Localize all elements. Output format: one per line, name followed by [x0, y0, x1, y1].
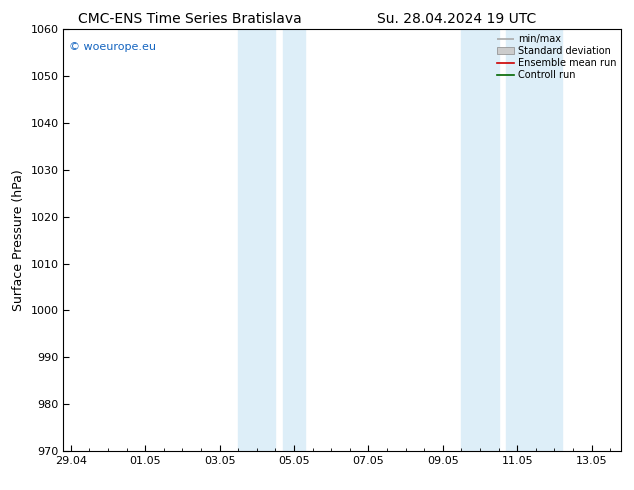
Text: Su. 28.04.2024 19 UTC: Su. 28.04.2024 19 UTC: [377, 12, 536, 26]
Bar: [283, 29, 305, 451]
Text: © woeurope.eu: © woeurope.eu: [69, 42, 156, 52]
Text: CMC-ENS Time Series Bratislava: CMC-ENS Time Series Bratislava: [79, 12, 302, 26]
Bar: [238, 29, 275, 451]
Y-axis label: Surface Pressure (hPa): Surface Pressure (hPa): [12, 169, 25, 311]
Bar: [506, 29, 562, 451]
Bar: [462, 29, 498, 451]
Legend: min/max, Standard deviation, Ensemble mean run, Controll run: min/max, Standard deviation, Ensemble me…: [495, 32, 618, 82]
